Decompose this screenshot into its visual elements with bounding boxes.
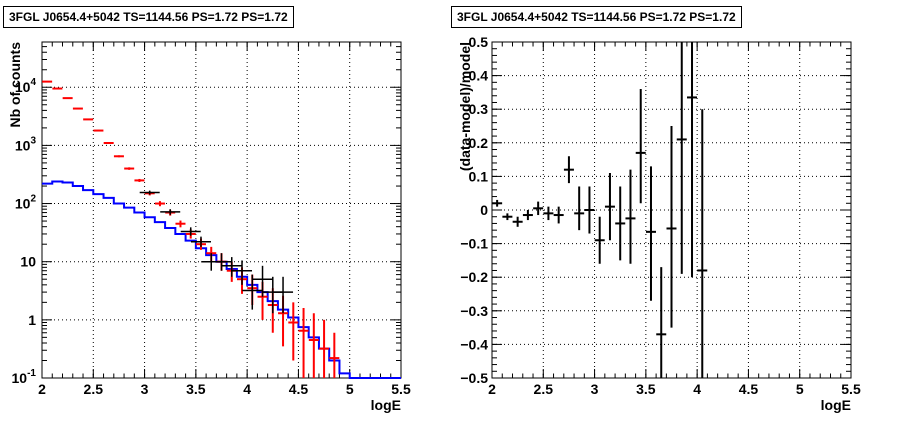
right-x-axis-label: logE (821, 397, 851, 413)
left-chart-title: 3FGL J0654.4+5042 TS=1144.56 PS=1.72 PS=… (3, 6, 294, 28)
right-x-tick-label: 5.5 (841, 381, 861, 397)
right-x-tick-label: 3 (591, 381, 599, 397)
left-x-tick-label: 2 (38, 381, 46, 397)
right-x-tick-label: 2.5 (534, 381, 554, 397)
right-x-tick-label: 2 (488, 381, 496, 397)
right-x-tick-label: 4 (693, 381, 701, 397)
right-x-tick-label: 3.5 (636, 381, 656, 397)
right-y-tick-label: 0.2 (469, 135, 489, 151)
left-y-tick-label: 103 (15, 135, 37, 153)
left-y-tick-label: 10-1 (12, 368, 37, 386)
right-x-tick-label: 4.5 (739, 381, 759, 397)
right-y-tick-label: 0.4 (469, 68, 489, 84)
right-y-tick-label: −0.2 (460, 269, 488, 285)
right-x-tick-label: 5 (796, 381, 804, 397)
right-y-tick-label: 0 (480, 202, 488, 218)
right-y-tick-label: −0.5 (460, 370, 488, 386)
left-x-tick-label: 4.5 (289, 381, 309, 397)
left-x-tick-label: 3 (141, 381, 149, 397)
left-y-tick-label: 10 (20, 254, 36, 270)
left-x-tick-label: 5 (346, 381, 354, 397)
left-y-tick-label: 104 (15, 77, 37, 95)
right-y-tick-label: −0.3 (460, 303, 488, 319)
right-y-tick-label: 0.3 (469, 101, 489, 117)
left-plot-frame (41, 41, 402, 379)
left-x-tick-label: 5.5 (391, 381, 411, 397)
left-y-axis-label: Nb of counts (7, 42, 23, 128)
right-y-tick-label: −0.1 (460, 236, 488, 252)
left-x-axis-label: logE (371, 397, 401, 413)
left-y-tick-label: 1 (28, 312, 36, 328)
right-y-tick-label: −0.4 (460, 336, 488, 352)
right-chart-title: 3FGL J0654.4+5042 TS=1144.56 PS=1.72 PS=… (451, 6, 742, 28)
right-y-tick-label: 0.5 (469, 34, 489, 50)
right-y-axis-label: (data-model)/model (457, 42, 473, 171)
left-y-tick-label: 102 (15, 194, 37, 212)
right-y-tick-label: 0.1 (469, 168, 489, 184)
left-x-tick-label: 2.5 (84, 381, 104, 397)
left-model-step-line (42, 180, 401, 379)
left-x-tick-label: 3.5 (186, 381, 206, 397)
left-x-tick-label: 4 (243, 381, 251, 397)
